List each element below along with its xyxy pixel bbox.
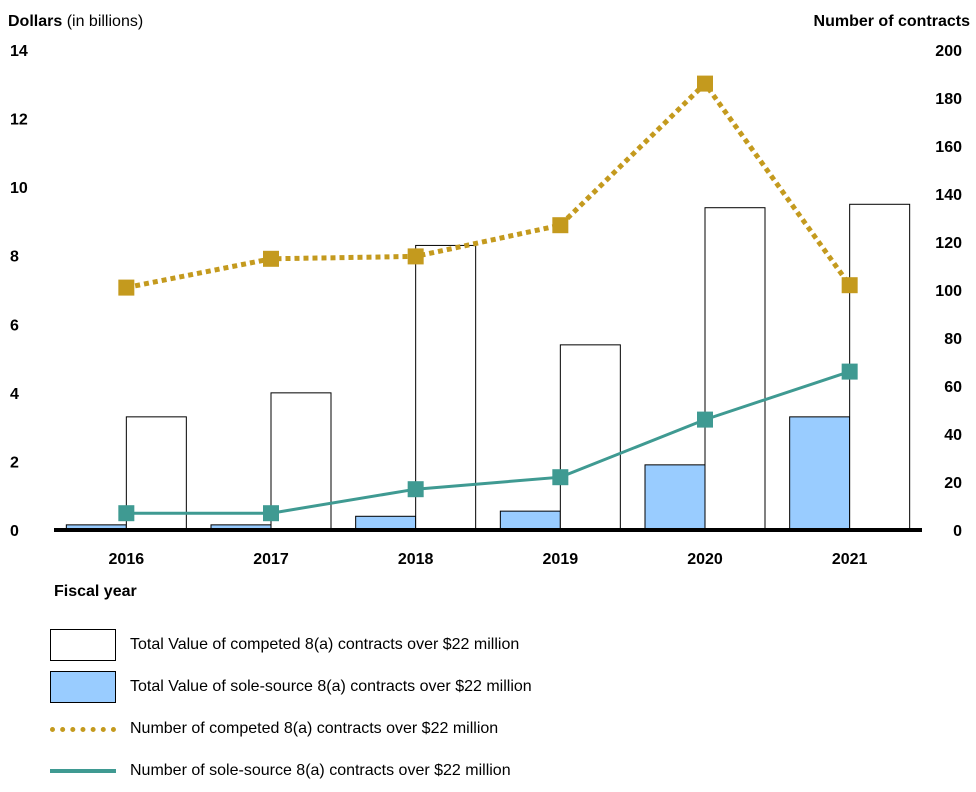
legend-label-competed-count: Number of competed 8(a) contracts over $… [130, 720, 499, 737]
x-tick-label: 2019 [543, 551, 579, 568]
y-left-tick-label: 2 [10, 454, 19, 471]
y-left-tick-label: 12 [10, 112, 28, 129]
legend-item-competed-count: Number of competed 8(a) contracts over $… [50, 708, 532, 750]
bar-competed-value [704, 207, 766, 531]
legend-label-competed-value: Total Value of competed 8(a) contracts o… [130, 636, 520, 653]
x-tick-label: 2021 [832, 551, 868, 568]
bar-sole-source-value [355, 515, 417, 531]
y-right-tick-label: 60 [944, 379, 962, 396]
y-right-tick-label: 160 [935, 139, 962, 156]
legend-item-sole-source-value: Total Value of sole-source 8(a) contract… [50, 666, 532, 708]
legend-item-competed-value: Total Value of competed 8(a) contracts o… [50, 624, 532, 666]
chart: Dollars (in billions) Number of contract… [8, 13, 971, 600]
legend-swatch-sole-source-count [50, 755, 116, 787]
bar-competed-value [849, 203, 911, 531]
marker-sole-source-count [697, 411, 713, 428]
marker-competed-count [118, 279, 135, 296]
marker-sole-source-count [552, 469, 569, 486]
y-right-tick-label: 180 [935, 91, 962, 108]
y-left-tick-label: 14 [10, 43, 28, 60]
bar-sole-source-value [499, 510, 561, 531]
y-left-tick-label: 4 [10, 386, 19, 403]
y-right-tick-label: 40 [944, 427, 962, 444]
bar-competed-value [125, 416, 187, 531]
legend-label-sole-source-count: Number of sole-source 8(a) contracts ove… [130, 762, 511, 779]
legend-swatch-sole-source-value [50, 671, 116, 703]
bar-competed-value [559, 344, 621, 531]
bar-sole-source-value [789, 416, 851, 531]
y-left-tick-label: 6 [10, 317, 19, 334]
marker-sole-source-count [118, 505, 135, 522]
marker-sole-source-count [407, 481, 424, 498]
left-axis-title: Dollars (in billions) [8, 13, 143, 30]
legend-item-sole-source-count: Number of sole-source 8(a) contracts ove… [50, 750, 532, 792]
line-sole-source-count [126, 370, 851, 515]
x-tick-label: 2020 [687, 551, 723, 568]
right-axis-title: Number of contracts [814, 13, 971, 30]
legend: Total Value of competed 8(a) contracts o… [50, 624, 532, 792]
marker-competed-count [263, 250, 279, 267]
legend-label-sole-source-value: Total Value of sole-source 8(a) contract… [130, 678, 532, 695]
marker-competed-count [841, 277, 858, 294]
x-tick-label: 2018 [398, 551, 434, 568]
y-right-tick-label: 200 [935, 43, 962, 60]
y-right-tick-label: 80 [944, 331, 962, 348]
y-left-tick-label: 0 [10, 523, 19, 540]
marker-competed-count [552, 217, 569, 234]
x-tick-label: 2017 [253, 551, 289, 568]
y-right-tick-label: 0 [953, 523, 962, 540]
bar-sole-source-value [644, 464, 706, 531]
legend-swatch-competed-count [50, 713, 116, 745]
y-left-tick-label: 8 [10, 249, 19, 266]
y-right-tick-label: 140 [935, 187, 962, 204]
y-left-tick-label: 10 [10, 180, 28, 197]
y-right-tick-label: 100 [935, 283, 962, 300]
marker-sole-source-count [263, 505, 279, 522]
y-right-tick-label: 120 [935, 235, 962, 252]
x-axis-title: Fiscal year [54, 583, 137, 600]
bar-competed-value [415, 244, 477, 531]
x-tick-label: 2016 [109, 551, 145, 568]
marker-competed-count [697, 75, 713, 92]
marker-sole-source-count [841, 363, 858, 380]
marker-competed-count [407, 248, 424, 265]
y-right-tick-label: 20 [944, 475, 962, 492]
legend-swatch-competed-value [50, 629, 116, 661]
